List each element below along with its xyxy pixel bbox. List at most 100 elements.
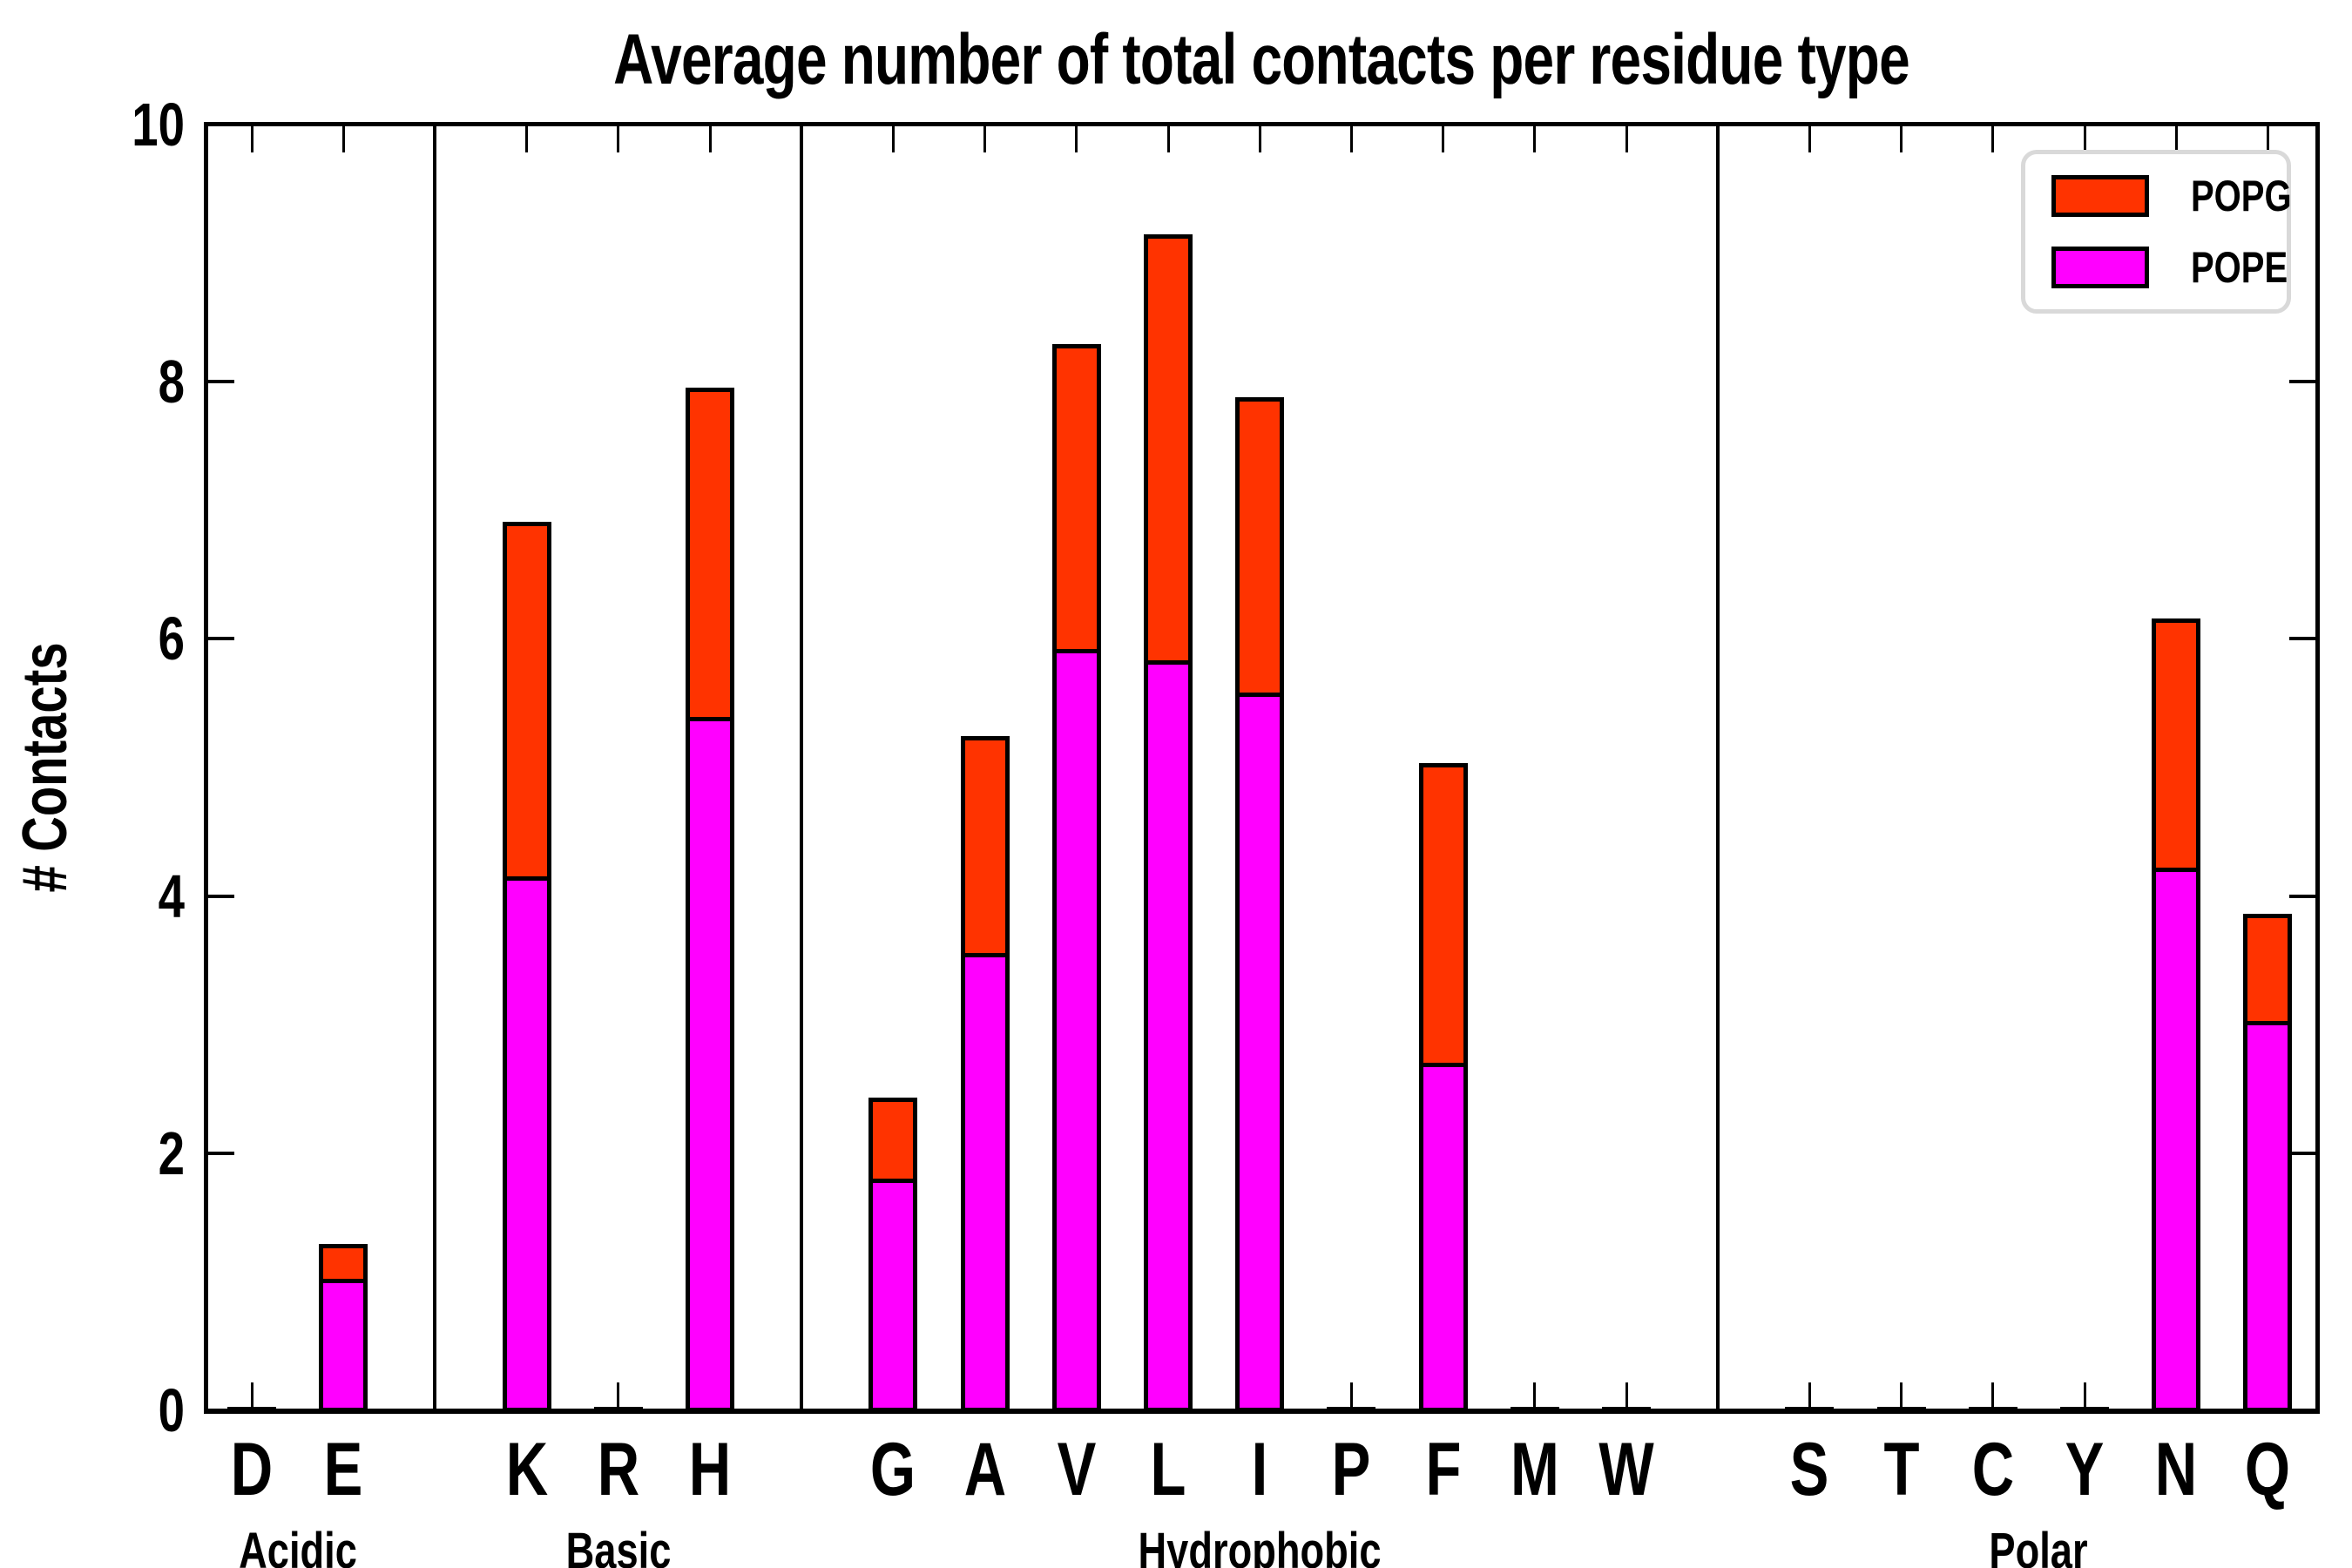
x-label-E: E (323, 1428, 363, 1511)
bar-A-popg (961, 736, 1010, 957)
y-tick-label-0: 0 (158, 1376, 185, 1444)
y-tick-left (208, 1152, 234, 1155)
group-separator (433, 125, 436, 1410)
group-label-basic: Basic (565, 1523, 672, 1568)
y-tick-right (2289, 1152, 2315, 1155)
bar-C (1969, 1407, 2017, 1412)
group-separator (800, 125, 803, 1410)
y-tick-left (208, 637, 234, 640)
y-tick-label-10: 10 (132, 91, 185, 159)
x-tick-top-R (617, 125, 619, 152)
y-tick-left (208, 895, 234, 898)
bar-E-popg (319, 1244, 368, 1283)
x-tick-top-Q (2267, 125, 2269, 152)
bar-E-pope (319, 1279, 368, 1412)
y-tick-left (208, 123, 234, 126)
bar-I-popg (1235, 397, 1284, 697)
x-label-V: V (1057, 1428, 1097, 1511)
bar-R (594, 1407, 643, 1412)
y-tick-label-8: 8 (158, 348, 185, 416)
bar-N-popg (2152, 618, 2200, 872)
bar-T (1877, 1407, 1926, 1412)
x-tick-top-L (1167, 125, 1170, 152)
bar-L-popg (1144, 234, 1193, 665)
bar-Q-pope (2243, 1021, 2292, 1412)
y-tick-right (2289, 895, 2315, 898)
x-tick-top-V (1075, 125, 1078, 152)
y-tick-label-4: 4 (158, 862, 185, 930)
bar-G-popg (868, 1098, 917, 1183)
bar-A-pope (961, 953, 1010, 1412)
x-tick-bottom-T (1900, 1382, 1903, 1410)
pope-color-swatch (2051, 247, 2149, 288)
group-label-hydrophobic: Hydrophobic (1138, 1523, 1382, 1568)
group-label-polar: Polar (1989, 1523, 2088, 1568)
pope-legend-label: POPE (2191, 243, 2288, 292)
x-label-S: S (1789, 1428, 1829, 1511)
x-label-G: G (869, 1428, 916, 1511)
bar-H-pope (686, 717, 734, 1412)
bar-W (1602, 1407, 1651, 1412)
bar-N-pope (2152, 868, 2200, 1412)
bar-Y (2060, 1407, 2109, 1412)
x-tick-top-A (983, 125, 986, 152)
x-label-L: L (1150, 1428, 1186, 1511)
y-tick-label-2: 2 (158, 1119, 185, 1187)
x-label-A: A (963, 1428, 1007, 1511)
bar-P (1327, 1407, 1375, 1412)
x-tick-top-D (251, 125, 253, 152)
x-tick-top-N (2175, 125, 2178, 152)
x-tick-top-K (525, 125, 528, 152)
x-label-F: F (1425, 1428, 1462, 1511)
bar-K-pope (503, 876, 551, 1412)
bar-I-pope (1235, 693, 1284, 1412)
bar-F-pope (1419, 1063, 1468, 1412)
group-label-acidic: Acidic (239, 1523, 357, 1568)
bar-G-pope (868, 1179, 917, 1412)
x-tick-bottom-C (1991, 1382, 1994, 1410)
legend: POPG POPE (2021, 150, 2292, 314)
x-tick-bottom-P (1350, 1382, 1353, 1410)
x-tick-top-W (1625, 125, 1628, 152)
x-tick-top-E (342, 125, 345, 152)
bar-Q-popg (2243, 914, 2292, 1025)
x-tick-bottom-R (617, 1382, 619, 1410)
bar-M (1511, 1407, 1559, 1412)
x-label-I: I (1251, 1428, 1268, 1511)
x-tick-top-H (709, 125, 712, 152)
bar-V-popg (1052, 344, 1101, 653)
y-tick-right (2289, 637, 2315, 640)
x-tick-top-M (1533, 125, 1536, 152)
bar-K-popg (503, 522, 551, 881)
x-label-C: C (1971, 1428, 2015, 1511)
x-tick-bottom-S (1808, 1382, 1811, 1410)
x-label-Q: Q (2244, 1428, 2291, 1511)
x-label-M: M (1511, 1428, 1559, 1511)
x-label-Y: Y (2065, 1428, 2105, 1511)
x-tick-top-F (1442, 125, 1444, 152)
x-tick-top-P (1350, 125, 1353, 152)
x-label-R: R (597, 1428, 640, 1511)
bar-H-popg (686, 388, 734, 721)
x-tick-bottom-Y (2084, 1382, 2086, 1410)
bar-V-pope (1052, 649, 1101, 1412)
x-label-T: T (1883, 1428, 1920, 1511)
x-label-N: N (2154, 1428, 2198, 1511)
y-tick-left (208, 1409, 234, 1412)
x-tick-top-G (892, 125, 895, 152)
bar-S (1785, 1407, 1834, 1412)
x-tick-bottom-M (1533, 1382, 1536, 1410)
plot-border-top (204, 122, 2320, 126)
plot-border-left (204, 122, 208, 1413)
x-tick-top-Y (2084, 125, 2086, 152)
x-label-P: P (1331, 1428, 1371, 1511)
legend-entry-popg: POPG (2051, 171, 2292, 221)
chart-title: Average number of total contacts per res… (613, 20, 1910, 99)
y-tick-right (2289, 1409, 2315, 1412)
y-tick-label-6: 6 (158, 605, 185, 672)
popg-legend-label: POPG (2191, 172, 2292, 220)
y-tick-right (2289, 380, 2315, 383)
group-separator (1716, 125, 1720, 1410)
y-axis-label: # Contacts (10, 642, 80, 893)
